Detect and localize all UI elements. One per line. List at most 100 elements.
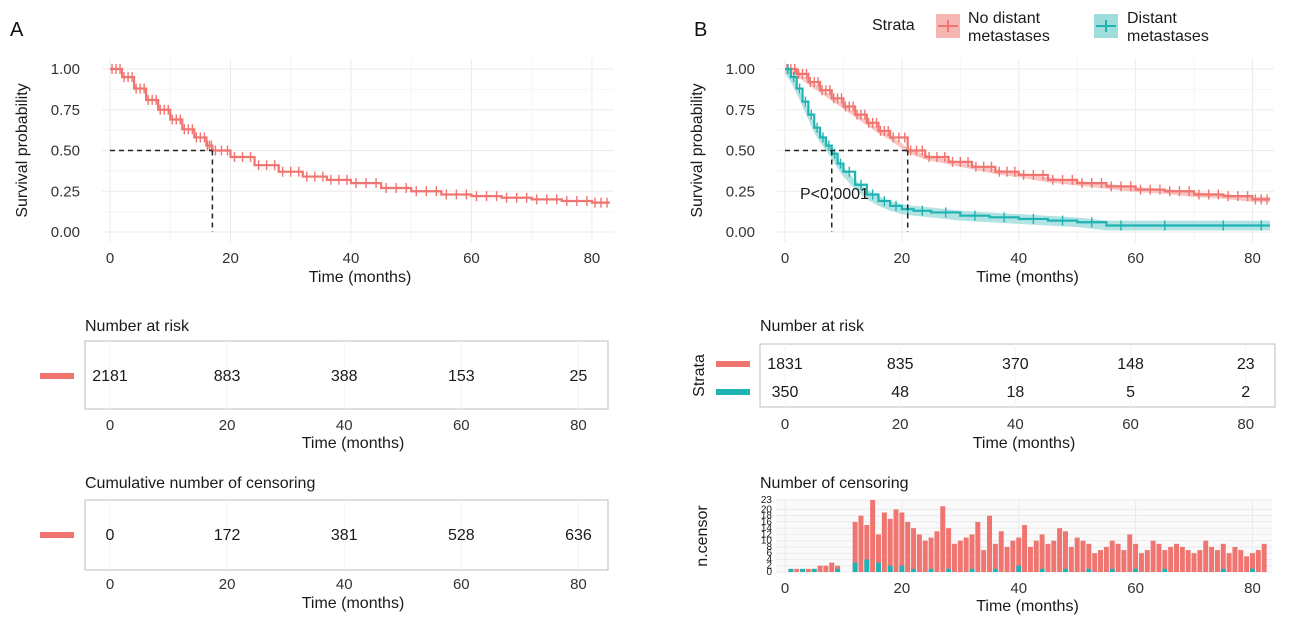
censor-bar (800, 568, 806, 572)
censor-bar (1057, 528, 1063, 572)
y-tick-label: 4 (766, 554, 772, 565)
censor-bar (1174, 543, 1179, 572)
censor-bar (1249, 553, 1255, 572)
censor-bar (1144, 550, 1150, 572)
censor-bar (1086, 568, 1092, 572)
x-tick-label: 60 (1122, 416, 1139, 433)
table-cell: 148 (1117, 356, 1144, 373)
censor-bar (1162, 550, 1168, 572)
legend-label-distant-1: Distant (1127, 10, 1177, 27)
censor-bar (916, 534, 922, 572)
censor-bar (1156, 543, 1162, 572)
censor-bar (858, 515, 864, 572)
table-cell: 18 (1006, 384, 1024, 401)
y-tick-label: 20 (761, 504, 773, 515)
x-tick-label: 80 (584, 250, 601, 267)
y-tick-label: 23 (761, 495, 773, 506)
censor-bar (1051, 540, 1057, 572)
x-tick-label: 80 (570, 417, 587, 434)
y-tick-label: 0.75 (51, 102, 80, 119)
censor-bar (911, 528, 917, 572)
table-cell: 835 (887, 356, 914, 373)
panel-label-b: B (694, 19, 707, 41)
censor-bar (1010, 540, 1016, 572)
censor-bar (992, 543, 998, 572)
censor-bar (905, 521, 911, 572)
censor-bar (1238, 550, 1244, 572)
censor-bar (1150, 540, 1156, 572)
censor-bar (1004, 546, 1010, 572)
censor-bar (1127, 534, 1133, 572)
y-tick-label: 0.50 (51, 143, 80, 160)
y-tick-label: 0.00 (726, 224, 755, 241)
survival-curve (785, 67, 1270, 227)
legend-label-no-distant-2: metastases (968, 28, 1050, 45)
y-tick-label: 0.25 (51, 183, 80, 200)
table-cell: 370 (1002, 356, 1029, 373)
x-tick-label: 20 (894, 580, 911, 597)
censor-bar (951, 543, 957, 572)
x-tick-label: 60 (463, 250, 480, 267)
y-tick-label: 10 (761, 536, 773, 547)
panel-a-survival-plot: 0 20 40 60 80 0.00 0.25 0.50 0.75 1.00 Time (month… (14, 59, 614, 286)
censor-bar (870, 500, 876, 572)
table-cell: 883 (214, 368, 241, 385)
x-tick-label: 60 (453, 417, 470, 434)
table-cell: 23 (1237, 356, 1255, 373)
y-tick-label: 2 (766, 561, 772, 572)
y-tick-label: 14 (761, 523, 773, 534)
table-cell: 2181 (92, 368, 128, 385)
censor-bar (1109, 540, 1115, 572)
censor-bar (928, 537, 934, 572)
censor-bar (1203, 540, 1209, 572)
x-tick-label: 0 (106, 250, 114, 267)
table-cell: 153 (448, 368, 475, 385)
censor-bar (1098, 550, 1104, 572)
y-tick-label: 0.25 (726, 183, 755, 200)
censor-bar (1016, 565, 1022, 572)
censor-bar (928, 568, 934, 572)
x-tick-label: 60 (453, 576, 470, 593)
y-tick-label: 16 (761, 517, 773, 528)
censor-bar (934, 531, 940, 572)
y-tick-label: 8 (766, 542, 772, 553)
censor-bar (1232, 546, 1238, 572)
x-tick-label: 60 (1127, 250, 1144, 267)
x-tick-label: 20 (892, 416, 909, 433)
censor-bar (1133, 543, 1139, 572)
censor-bar (963, 537, 969, 572)
x-axis-label: Time (months) (976, 598, 1079, 615)
censor-bar (899, 512, 905, 572)
table-row-key (716, 389, 750, 395)
legend: Strata No distant metastases Distant met… (872, 10, 1209, 45)
censor-bar (1214, 550, 1220, 572)
x-tick-label: 80 (570, 576, 587, 593)
table-row-key (716, 361, 750, 367)
y-tick-label: 0.50 (726, 143, 755, 160)
y-tick-label: 6 (766, 548, 772, 559)
censor-bar (876, 562, 881, 572)
censor-bar (946, 528, 952, 572)
censor-bar (788, 568, 794, 572)
y-axis-label: Survival probability (14, 83, 31, 217)
panel-b-survival-plot: 0 20 40 60 80 0.00 0.25 0.50 0.75 1.00 Time (month… (689, 59, 1274, 286)
legend-label-no-distant-1: No distant (968, 10, 1041, 27)
table-cell: 25 (570, 368, 588, 385)
x-axis-label: Time (months) (973, 435, 1076, 452)
y-tick-label: 1.00 (51, 61, 80, 78)
censor-bar (887, 565, 893, 572)
censor-bar (829, 562, 835, 572)
x-tick-label: 20 (219, 576, 236, 593)
censor-bar (1103, 546, 1109, 572)
panel-b-risk-table: Number at risk 0 20 40 60 80 Time (months) 1831… (691, 318, 1276, 452)
table-row-key (40, 532, 74, 538)
censor-bar (893, 509, 899, 572)
table-title: Cumulative number of censoring (85, 475, 315, 492)
censor-bar (1039, 568, 1045, 572)
censor-bar (1074, 537, 1080, 572)
panel-a-censoring-table: Cumulative number of censoring 0 20 40 60 80 T… (40, 475, 609, 612)
x-axis-label: Time (months) (302, 435, 405, 452)
y-tick-label: 0.00 (51, 224, 80, 241)
x-tick-label: 80 (1237, 416, 1254, 433)
